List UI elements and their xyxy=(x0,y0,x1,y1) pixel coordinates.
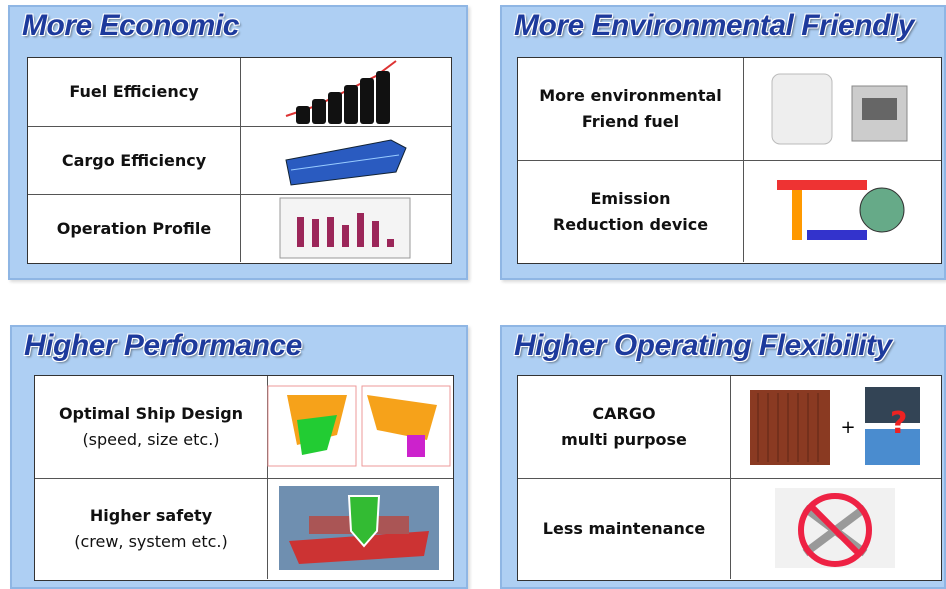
label: More environmental xyxy=(539,83,722,109)
label-cell: Operation Profile xyxy=(28,195,241,262)
panel: More Economic Fuel Efficiency Cargo Effici… xyxy=(8,5,468,280)
svg-text:?: ? xyxy=(890,406,907,441)
label: Emission xyxy=(591,186,671,212)
label: multi purpose xyxy=(561,427,687,453)
table-row: Less maintenance xyxy=(518,478,941,580)
image-cell xyxy=(240,127,451,194)
panel-title: More Economic xyxy=(22,9,239,43)
label: Fuel Efficiency xyxy=(69,79,198,105)
image-cell xyxy=(743,161,941,262)
image-cell: ?+ xyxy=(730,376,941,478)
table-row: Fuel Efficiency xyxy=(28,58,451,126)
table-row: Higher safety(crew, system etc.) xyxy=(35,478,453,580)
illustration xyxy=(279,197,413,261)
sublabel: (speed, size etc.) xyxy=(82,427,219,453)
image-cell xyxy=(267,376,453,478)
table-row: Optimal Ship Design(speed, size etc.) xyxy=(35,376,453,478)
illustration xyxy=(279,486,441,572)
image-cell xyxy=(267,479,453,580)
label-cell: Optimal Ship Design(speed, size etc.) xyxy=(35,376,268,478)
panel-title: More Environmental Friendly xyxy=(514,9,914,43)
page: {"panels": [ {"title": "More Economic", … xyxy=(0,0,946,589)
label-cell: Cargo Efficiency xyxy=(28,127,241,194)
label: Cargo Efficiency xyxy=(62,148,206,174)
label: Operation Profile xyxy=(57,216,211,242)
label-cell: Fuel Efficiency xyxy=(28,58,241,126)
panel: Higher Performance Optimal Ship Design(sp… xyxy=(10,325,468,589)
image-text: + xyxy=(841,417,856,438)
panel: More Environmental Friendly More environm… xyxy=(500,5,946,280)
panel-title: Higher Performance xyxy=(24,329,302,363)
sublabel: (crew, system etc.) xyxy=(74,529,228,555)
image-cell xyxy=(730,479,941,580)
image-cell xyxy=(240,58,451,126)
label: Optimal Ship Design xyxy=(59,401,243,427)
panel-title: Higher Operating Flexibility xyxy=(514,329,892,363)
label-cell: Less maintenance xyxy=(518,479,731,580)
illustration xyxy=(772,170,912,254)
image-cell xyxy=(743,58,941,160)
table-row: Cargo Efficiency xyxy=(28,126,451,194)
illustration xyxy=(276,56,416,128)
image-cell xyxy=(240,195,451,262)
illustration: ? xyxy=(750,385,922,469)
table: Fuel Efficiency Cargo Efficiency Operation… xyxy=(27,57,452,264)
illustration xyxy=(267,385,453,469)
label: Less maintenance xyxy=(543,516,705,542)
label-cell: Higher safety(crew, system etc.) xyxy=(35,479,268,580)
table-row: Operation Profile xyxy=(28,194,451,262)
table: Optimal Ship Design(speed, size etc.)Hig… xyxy=(34,375,454,581)
illustration xyxy=(767,66,917,152)
label: Reduction device xyxy=(553,212,708,238)
label: Friend fuel xyxy=(582,109,679,135)
illustration xyxy=(281,130,411,192)
label: CARGO xyxy=(592,401,655,427)
label: Higher safety xyxy=(90,503,212,529)
illustration xyxy=(775,488,897,570)
